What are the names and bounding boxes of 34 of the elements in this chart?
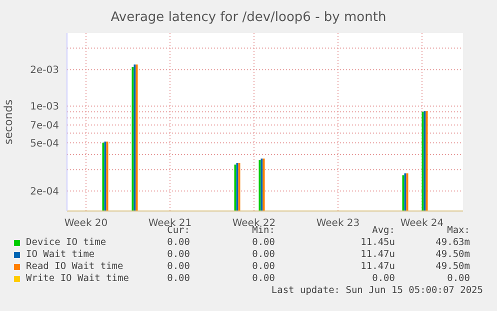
- text: 0.00: [251, 237, 275, 248]
- y-tick-label: 2e-04: [30, 186, 59, 198]
- y-tick-label: 7e-04: [30, 120, 59, 132]
- text: Max:: [447, 225, 470, 236]
- legend-label: IO Wait time: [26, 249, 95, 260]
- text: Avg:: [372, 225, 395, 236]
- y-tick-label: 1e-03: [30, 102, 59, 113]
- chart-title: Average latency for /dev/loop6 - by month: [110, 10, 388, 25]
- text: 0.00: [251, 249, 275, 260]
- text: 49.50m: [434, 249, 470, 260]
- text: 11.47u: [360, 249, 395, 260]
- y-axis-title: seconds: [2, 99, 15, 144]
- legend-label: Device IO time: [26, 237, 106, 248]
- text: 11.47u: [360, 261, 395, 272]
- text: 0.00: [166, 237, 190, 248]
- text: 11.45u: [360, 237, 395, 248]
- y-tick-label: 2e-03: [30, 65, 59, 76]
- x-tick-label: Week 24: [400, 218, 444, 230]
- y-tick-label: 5e-04: [30, 138, 59, 150]
- text: Last update: Sun Jun 15 05:00:07 2025: [271, 285, 483, 296]
- legend-label: Write IO Wait time: [26, 273, 129, 284]
- text: 0.00: [251, 261, 275, 272]
- text: 0.00: [166, 249, 190, 260]
- x-tick-label: Week 23: [316, 218, 360, 230]
- text: 0.00: [446, 273, 470, 284]
- text: 49.63m: [434, 237, 470, 248]
- legend-label: Read IO Wait time: [26, 261, 124, 272]
- text: 49.50m: [434, 261, 470, 272]
- text: 0.00: [166, 261, 190, 272]
- x-tick-label: Week 20: [64, 218, 108, 230]
- text: 0.00: [371, 273, 395, 284]
- text: Min:: [252, 225, 275, 236]
- text: 0.00: [166, 273, 190, 284]
- text: 0.00: [251, 273, 275, 284]
